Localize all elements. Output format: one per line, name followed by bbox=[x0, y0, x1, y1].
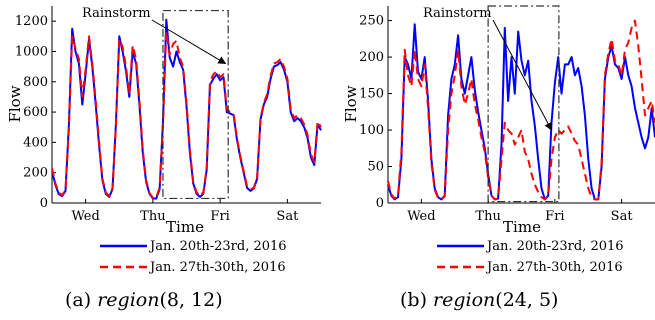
chart-b-rainstorm-arrow bbox=[492, 19, 552, 131]
chart-a-ytick-label: 1000 bbox=[15, 44, 48, 59]
chart-b-plot-area: 0 50 100 150 200 250 Wed Thu Fri Sat bbox=[359, 5, 655, 224]
chart-a-xtick-label: Fri bbox=[210, 209, 229, 224]
chart-a-xtick-label: Thu bbox=[140, 209, 165, 224]
chart-a-xtick-label: Wed bbox=[71, 209, 99, 224]
chart-b-ytick-label: 150 bbox=[359, 87, 384, 102]
chart-b-annotation: Rainstorm bbox=[423, 6, 492, 21]
legend-b-label-1: Jan. 20th-23rd, 2016 bbox=[485, 239, 624, 254]
chart-b-xtick-label: Sat bbox=[611, 209, 634, 224]
chart-a-series-1-line bbox=[51, 18, 322, 200]
chart-a-ytick-label: 200 bbox=[23, 166, 48, 181]
chart-a-ytick-label: 1200 bbox=[15, 14, 48, 29]
chart-a-legend: Jan. 20th-23rd, 2016 Jan. 27th-30th, 201… bbox=[100, 239, 287, 275]
chart-b-ytick-label: 0 bbox=[376, 196, 384, 211]
chart-b-series-2-line bbox=[387, 19, 655, 201]
chart-a-xtick-label: Sat bbox=[276, 209, 299, 224]
chart-a-ytick-label: 600 bbox=[23, 105, 48, 120]
chart-b-ytick-label: 100 bbox=[359, 123, 384, 138]
chart-a-plot-area: 0 200 400 600 800 1000 1200 Wed Thu Fri Sat bbox=[15, 6, 322, 224]
chart-b-xtick-label: Thu bbox=[475, 209, 500, 224]
legend-a-label-2: Jan. 27th-30th, 2016 bbox=[148, 260, 286, 275]
chart-b-xlabel: Time bbox=[503, 218, 541, 236]
chart-a-series-2-line bbox=[51, 30, 322, 199]
chart-panel-b: 0 50 100 150 200 250 Wed Thu Fri Sat Flow Time Ra… bbox=[342, 5, 655, 311]
chart-b-legend: Jan. 20th-23rd, 2016 Jan. 27th-30th, 201… bbox=[437, 239, 624, 275]
chart-panel-a: 0 200 400 600 800 1000 1200 Wed Thu Fri Sat Flow T… bbox=[6, 6, 322, 311]
chart-a-annotation: Rainstorm bbox=[82, 6, 151, 21]
chart-a-ylabel: Flow bbox=[6, 85, 24, 122]
chart-b-rainstorm-box bbox=[487, 5, 560, 203]
caption-a: (a) region(8, 12) bbox=[65, 289, 223, 311]
chart-a-xlabel: Time bbox=[166, 218, 204, 236]
chart-b-xtick-label: Fri bbox=[545, 209, 564, 224]
chart-b-series-1-line bbox=[387, 23, 655, 201]
chart-a-rainstorm-arrow bbox=[151, 19, 227, 65]
caption-b: (b) region(24, 5) bbox=[400, 289, 558, 311]
chart-b-ytick-label: 50 bbox=[367, 160, 384, 175]
chart-a-rainstorm-box bbox=[162, 9, 229, 200]
chart-a-ytick-label: 400 bbox=[23, 135, 48, 150]
chart-a-ytick-label: 800 bbox=[23, 75, 48, 90]
chart-b-ytick-label: 250 bbox=[359, 14, 384, 29]
chart-b-xtick-label: Wed bbox=[407, 209, 435, 224]
chart-b-ylabel: Flow bbox=[342, 85, 360, 122]
chart-a-ytick-label: 0 bbox=[40, 196, 48, 211]
legend-b-label-2: Jan. 27th-30th, 2016 bbox=[485, 260, 623, 275]
chart-b-ytick-label: 200 bbox=[359, 50, 384, 65]
legend-a-label-1: Jan. 20th-23rd, 2016 bbox=[148, 239, 287, 254]
